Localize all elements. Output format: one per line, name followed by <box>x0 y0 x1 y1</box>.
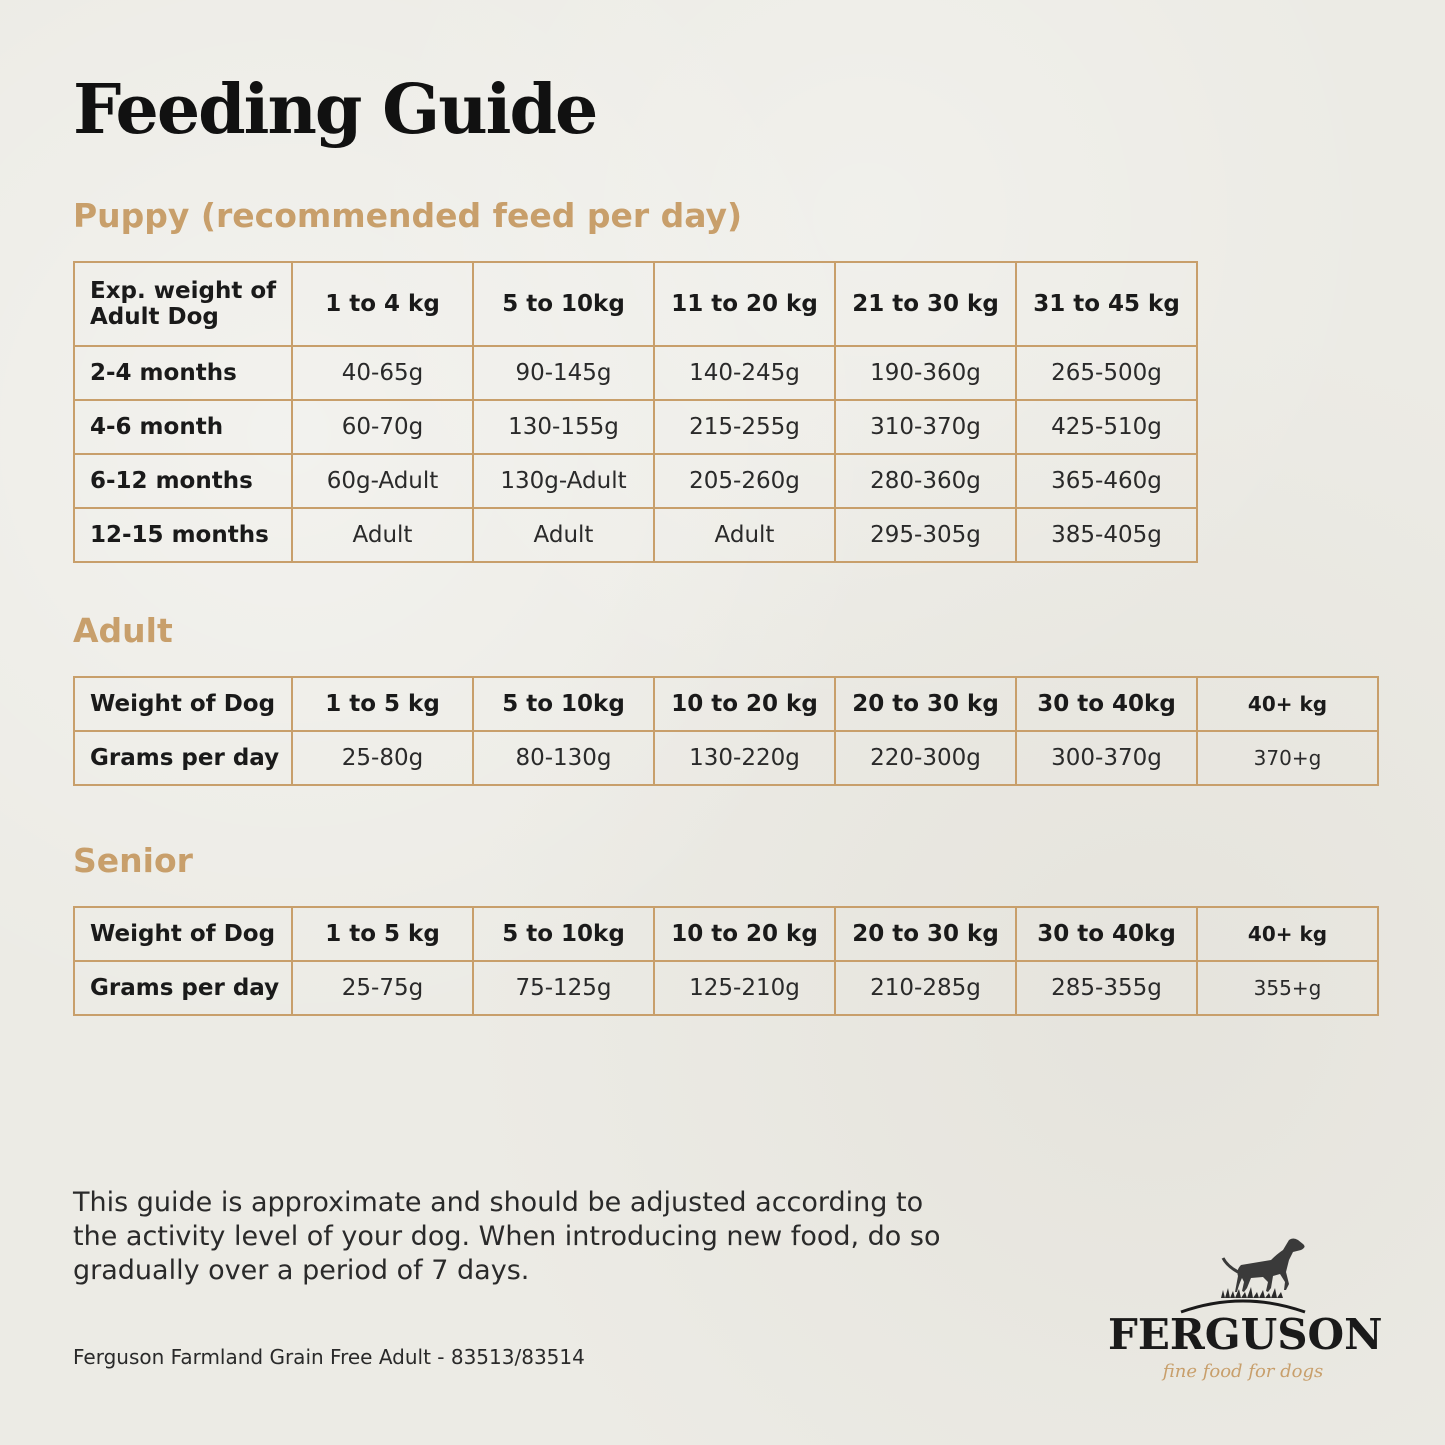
table-cell: 205-260g <box>653 453 836 509</box>
brand-name: FERGUSON <box>1108 1310 1383 1359</box>
header-cell: 40+ kg <box>1196 906 1379 962</box>
table-cell: Adult <box>472 507 655 563</box>
table-row: 6-12 months 60g-Adult 130g-Adult 205-260… <box>73 453 1198 509</box>
table-cell: 80-130g <box>472 730 655 786</box>
table-cell: 280-360g <box>834 453 1017 509</box>
table-cell: 140-245g <box>653 345 836 401</box>
adult-heading: Adult <box>73 611 173 650</box>
table-cell: 190-360g <box>834 345 1017 401</box>
table-cell: Adult <box>653 507 836 563</box>
table-row: 12-15 months Adult Adult Adult 295-305g … <box>73 507 1198 563</box>
table-cell: 265-500g <box>1015 345 1198 401</box>
row-label: 2-4 months <box>73 345 293 401</box>
table-cell: 25-80g <box>291 730 474 786</box>
table-row: Grams per day 25-75g 75-125g 125-210g 21… <box>73 960 1379 1016</box>
header-cell: 10 to 20 kg <box>653 906 836 962</box>
header-cell: Exp. weight of Adult Dog <box>73 261 293 347</box>
row-label: Grams per day <box>73 960 293 1016</box>
header-cell: Weight of Dog <box>73 676 293 732</box>
header-cell: Weight of Dog <box>73 906 293 962</box>
puppy-heading: Puppy (recommended feed per day) <box>73 196 743 235</box>
table-cell: 285-355g <box>1015 960 1198 1016</box>
product-footer: Ferguson Farmland Grain Free Adult - 835… <box>73 1345 585 1369</box>
table-row: 4-6 month 60-70g 130-155g 215-255g 310-3… <box>73 399 1198 455</box>
header-cell: 1 to 5 kg <box>291 676 474 732</box>
table-cell: 220-300g <box>834 730 1017 786</box>
page-title: Feeding Guide <box>73 70 598 150</box>
header-cell: 1 to 4 kg <box>291 261 474 347</box>
header-cell: 10 to 20 kg <box>653 676 836 732</box>
row-label: Grams per day <box>73 730 293 786</box>
pointer-dog-icon <box>1180 1238 1306 1314</box>
table-cell: 130-155g <box>472 399 655 455</box>
table-cell: 90-145g <box>472 345 655 401</box>
table-cell: 125-210g <box>653 960 836 1016</box>
puppy-table: Exp. weight of Adult Dog 1 to 4 kg 5 to … <box>73 261 1198 563</box>
header-cell: 30 to 40kg <box>1015 676 1198 732</box>
table-cell: 210-285g <box>834 960 1017 1016</box>
header-cell: 5 to 10kg <box>472 906 655 962</box>
header-cell: 40+ kg <box>1196 676 1379 732</box>
table-header-row: Weight of Dog 1 to 5 kg 5 to 10kg 10 to … <box>73 676 1379 732</box>
table-cell: 425-510g <box>1015 399 1198 455</box>
header-cell: 30 to 40kg <box>1015 906 1198 962</box>
table-cell: 25-75g <box>291 960 474 1016</box>
table-cell: 130-220g <box>653 730 836 786</box>
header-cell: 5 to 10kg <box>472 261 655 347</box>
header-cell: 11 to 20 kg <box>653 261 836 347</box>
header-cell: 5 to 10kg <box>472 676 655 732</box>
table-row: Grams per day 25-80g 80-130g 130-220g 22… <box>73 730 1379 786</box>
table-cell: Adult <box>291 507 474 563</box>
header-cell: 31 to 45 kg <box>1015 261 1198 347</box>
table-cell: 130g-Adult <box>472 453 655 509</box>
table-header-row: Weight of Dog 1 to 5 kg 5 to 10kg 10 to … <box>73 906 1379 962</box>
table-cell: 300-370g <box>1015 730 1198 786</box>
table-cell: 60g-Adult <box>291 453 474 509</box>
adult-table: Weight of Dog 1 to 5 kg 5 to 10kg 10 to … <box>73 676 1379 786</box>
table-cell: 355+g <box>1196 960 1379 1016</box>
header-cell: 21 to 30 kg <box>834 261 1017 347</box>
table-cell: 370+g <box>1196 730 1379 786</box>
table-cell: 385-405g <box>1015 507 1198 563</box>
senior-table: Weight of Dog 1 to 5 kg 5 to 10kg 10 to … <box>73 906 1379 1016</box>
table-cell: 60-70g <box>291 399 474 455</box>
header-cell: 20 to 30 kg <box>834 906 1017 962</box>
header-cell: 20 to 30 kg <box>834 676 1017 732</box>
table-cell: 215-255g <box>653 399 836 455</box>
table-cell: 75-125g <box>472 960 655 1016</box>
header-cell: 1 to 5 kg <box>291 906 474 962</box>
table-row: 2-4 months 40-65g 90-145g 140-245g 190-3… <box>73 345 1198 401</box>
table-header-row: Exp. weight of Adult Dog 1 to 4 kg 5 to … <box>73 261 1198 347</box>
table-cell: 40-65g <box>291 345 474 401</box>
row-label: 4-6 month <box>73 399 293 455</box>
table-cell: 365-460g <box>1015 453 1198 509</box>
brand-tagline: fine food for dogs <box>1162 1361 1324 1382</box>
senior-heading: Senior <box>73 841 193 880</box>
table-cell: 295-305g <box>834 507 1017 563</box>
row-label: 12-15 months <box>73 507 293 563</box>
table-cell: 310-370g <box>834 399 1017 455</box>
guidance-note: This guide is approximate and should be … <box>73 1187 941 1286</box>
brand-logo: FERGUSON fine food for dogs <box>1108 1232 1383 1392</box>
row-label: 6-12 months <box>73 453 293 509</box>
